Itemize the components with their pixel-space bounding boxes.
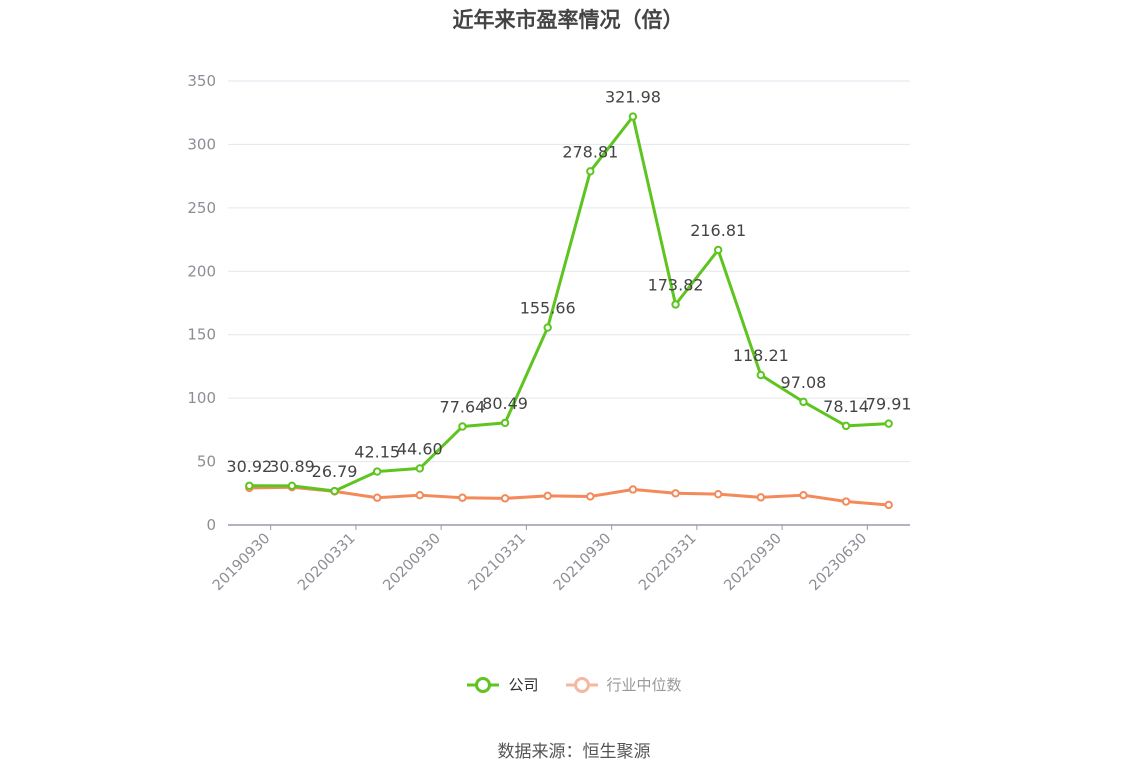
chart-title: 近年来市盈率情况（倍） [452, 8, 684, 32]
company-data-label: 155.66 [520, 299, 576, 318]
company-data-label: 77.64 [440, 398, 486, 417]
industry-point [799, 490, 808, 500]
company-point [671, 300, 680, 309]
company-data-label: 30.92 [226, 457, 272, 476]
industry-point [713, 489, 723, 499]
x-tick-label: 20220331 [636, 531, 700, 595]
company-point [372, 467, 382, 476]
industry-point [628, 485, 638, 494]
industry-point [500, 494, 510, 503]
company-data-label: 44.60 [397, 439, 443, 458]
x-tick-label: 20200331 [295, 531, 359, 595]
legend-label-company: 公司 [508, 676, 539, 694]
company-point [330, 486, 339, 496]
company-point [586, 167, 595, 176]
industry-point [884, 500, 893, 510]
industry-point [841, 497, 851, 506]
company-point [628, 112, 638, 121]
x-tick-label: 20220930 [721, 531, 785, 595]
industry-point [372, 493, 382, 502]
company-point [543, 323, 552, 332]
industry-series-line [249, 485, 889, 507]
axes: 0 50 100 150 200 250 300 350 20190930 20200331 202… [187, 72, 910, 594]
company-point [841, 421, 851, 431]
industry-point [586, 492, 595, 501]
company-data-label: 97.08 [781, 373, 827, 392]
legend-company-marker-icon [467, 676, 500, 693]
company-data-label: 26.79 [312, 462, 358, 481]
y-tick-label: 150 [187, 326, 216, 344]
grid-lines [228, 80, 910, 463]
company-point [458, 422, 467, 431]
company-point [245, 481, 254, 490]
company-point [756, 370, 766, 380]
y-tick-label: 50 [197, 453, 216, 471]
industry-point [543, 491, 552, 501]
company-series-line [249, 115, 889, 493]
legend-item-company[interactable]: 公司 [466, 674, 539, 695]
y-tick-label: 0 [206, 516, 216, 534]
company-point [415, 464, 425, 473]
x-tick-label: 20230630 [807, 531, 871, 595]
company-data-label: 321.98 [605, 88, 661, 107]
company-point [884, 419, 893, 428]
company-point [713, 245, 723, 255]
industry-point [671, 489, 680, 498]
x-tick-label: 20210930 [551, 531, 615, 595]
company-point [500, 418, 510, 428]
company-data-label: 278.81 [562, 142, 618, 161]
industry-point [415, 490, 425, 500]
x-tick-label: 20190930 [210, 531, 274, 595]
company-data-label: 79.91 [866, 395, 912, 414]
company-data-label: 216.81 [690, 221, 746, 240]
company-point [799, 397, 808, 407]
industry-point [756, 493, 766, 502]
company-data-label: 173.82 [648, 275, 704, 294]
y-tick-label: 250 [187, 199, 216, 217]
company-data-label: 80.49 [482, 394, 528, 413]
company-data-label: 78.14 [823, 397, 869, 416]
company-data-label: 118.21 [733, 346, 789, 365]
x-tick-label: 20200930 [380, 531, 444, 595]
legend: 公司 行业中位数 [0, 674, 1148, 695]
data-source: 数据来源：恒生聚源 [497, 742, 651, 762]
legend-label-industry: 行业中位数 [606, 676, 682, 694]
series-lines [245, 112, 893, 510]
company-point [287, 481, 297, 491]
legend-item-industry[interactable]: 行业中位数 [565, 674, 682, 695]
y-tick-label: 200 [187, 262, 216, 280]
x-tick-label: 20210331 [466, 531, 530, 595]
company-data-label: 42.15 [354, 443, 400, 462]
line-chart: 0 50 100 150 200 250 300 350 20190930 20200331 202… [187, 72, 911, 594]
y-tick-label: 300 [187, 135, 216, 153]
industry-point [458, 493, 467, 502]
y-tick-label: 100 [187, 389, 216, 407]
legend-industry-marker-icon [565, 676, 598, 693]
y-tick-label: 350 [187, 72, 216, 90]
company-data-label: 30.89 [269, 457, 315, 476]
